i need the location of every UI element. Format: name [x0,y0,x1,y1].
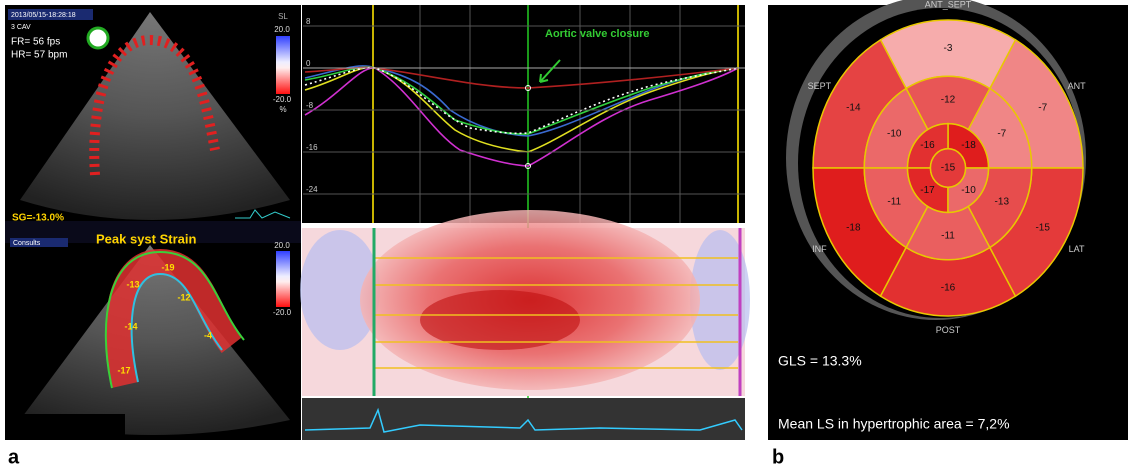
heat-region [690,230,750,370]
wall-label: INF [812,244,827,254]
avc-marker [525,85,531,91]
segment-value: -4 [204,330,212,340]
segment-value: -19 [161,262,174,272]
consult-box [10,238,68,247]
segment-band [105,248,243,388]
strain-trace [89,34,220,176]
segment-value: -18 [961,140,976,151]
color-scale [276,251,290,307]
segment-value: -14 [124,321,137,331]
segment-value: -10 [887,129,902,140]
curves-background [302,5,745,223]
wall-label: ANT_SEPT [925,0,972,10]
segment-labels: -19 -13 -12 -14 -4 -17 [117,262,212,375]
y-tick-label: 0 [306,59,311,68]
segment-outline [130,272,223,383]
segment-value: -16 [941,283,956,294]
segment-value: -16 [920,140,935,151]
segment-value: -10 [961,185,976,196]
frame-rate: FR= 56 fps [11,37,60,48]
mean-ls: Mean LS in hypertrophic area = 7,2% [778,416,1010,432]
segment-value: -12 [177,292,190,302]
segment-value: -11 [887,197,901,208]
bullseye: -7 -3 -14 -18 -16 -15 -7 -12 -10 -11 -11 -13 -18 -16 -… [808,0,1086,335]
segment-value: -3 [944,43,953,54]
ecg-trace [304,407,743,433]
annotation: Aortic valve closure [545,28,650,40]
heat-region [420,290,580,350]
segment-value: -13 [126,279,139,289]
scale-bottom: -20.0 [273,308,292,317]
panel-label: b [772,446,784,468]
wall-label: POST [936,325,961,335]
peak-label: Peak syst Strain [96,231,197,246]
probe-icon [86,26,110,50]
apex [929,148,967,188]
segment-value: -17 [117,365,130,375]
y-tick-label: -16 [306,143,318,152]
heart-rate: HR= 57 bpm [11,50,67,61]
echo-fan-top [20,12,290,220]
sg-value: SG=-13.0% [12,213,64,224]
mini-ecg [235,209,291,219]
segment-value: -7 [997,129,1006,140]
gls: GLS = 13.3% [778,353,862,369]
timestamp: 2013/05/15-18:28:18 [11,12,76,19]
heat-region [300,230,380,350]
segment-value: -14 [846,103,861,114]
color-scale [276,36,290,94]
consult: Consults [13,240,41,247]
echo-fan-bottom [20,245,290,435]
segment-value: -12 [941,95,956,106]
segment-value: -15 [1035,223,1050,234]
wall-label: SEPT [808,81,832,91]
scale-top: 20.0 [274,25,290,34]
view: 3 CAV [11,24,31,31]
segment-lines [373,257,738,369]
segment-outline [104,250,245,389]
scale-top: 20.0 [274,241,290,250]
apex-value: -15 [941,163,956,174]
mask [5,414,125,440]
segment-value: -7 [1038,103,1047,114]
wall-label: ANT [1068,81,1087,91]
avc-marker [525,163,531,169]
y-tick-label: 8 [306,17,311,26]
status-bar [5,221,301,243]
wall-label: LAT [1069,244,1085,254]
segment-value: -17 [920,185,935,196]
ecg-strip [302,398,745,440]
scale-bottom: -20.0 [273,95,292,104]
y-tick-label: -8 [306,101,314,110]
segment-value: -18 [846,223,861,234]
segment-value: -13 [995,197,1010,208]
curve-axis: 8 0 -8 -16 -24 [303,17,745,195]
segment-value: -11 [941,231,955,242]
annotation-arrow [539,59,561,83]
panel-label: a [8,446,20,468]
scale-title: SL [278,12,288,21]
y-tick-label: -24 [306,185,318,194]
timestamp-box [8,9,93,20]
scale-unit: % [279,105,286,114]
